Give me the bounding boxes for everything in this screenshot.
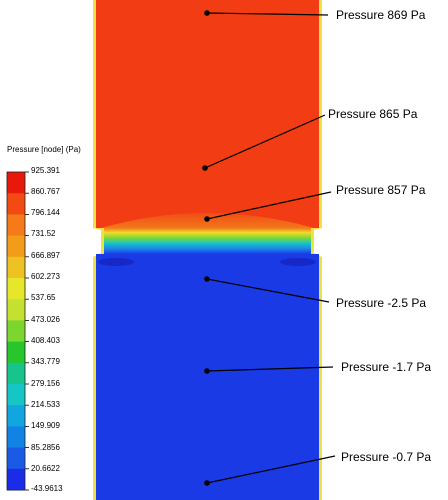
color-bar-swatch xyxy=(7,341,25,364)
tick-label: 473.026 xyxy=(31,315,60,324)
tick-label: 20.6622 xyxy=(31,464,60,473)
callout-label: Pressure 865 Pa xyxy=(328,107,418,121)
leader-line xyxy=(206,12,329,16)
color-bar xyxy=(6,171,29,491)
tick-label: 85.2856 xyxy=(31,443,60,452)
tick-label: 666.897 xyxy=(31,251,60,260)
probe-point xyxy=(204,276,210,282)
probe-point xyxy=(202,165,208,171)
color-bar-swatch xyxy=(7,426,25,449)
tick-label: 408.403 xyxy=(31,336,60,345)
tick-label: 602.273 xyxy=(31,272,60,281)
callout-label: Pressure -0.7 Pa xyxy=(341,450,432,464)
color-bar-swatch xyxy=(7,256,25,279)
color-bar-swatch xyxy=(7,384,25,406)
tick-label: 796.144 xyxy=(31,208,60,217)
color-bar-swatch xyxy=(7,320,25,343)
callout-leaders xyxy=(202,10,336,486)
tick-label: -43.9613 xyxy=(31,484,63,493)
probe-point xyxy=(204,10,210,16)
tick-label: 537.65 xyxy=(31,293,56,302)
leader-line xyxy=(206,455,336,484)
callout-label: Pressure -2.5 Pa xyxy=(336,296,427,310)
leader-line xyxy=(206,191,332,220)
tick-label: 343.779 xyxy=(31,357,60,366)
callout-label: Pressure 869 Pa xyxy=(336,8,426,22)
tick-label: 860.767 xyxy=(31,187,60,196)
probe-point xyxy=(204,480,210,486)
color-bar-swatch xyxy=(7,214,25,237)
color-bar-swatch xyxy=(7,299,25,321)
tick-label: 149.909 xyxy=(31,421,60,430)
upstream-high-pressure-region xyxy=(96,0,319,228)
callout-label: Pressure 857 Pa xyxy=(336,183,426,197)
recirculation-zone-left xyxy=(98,258,134,266)
tick-label: 731.52 xyxy=(31,229,56,238)
color-bar-swatch xyxy=(7,468,25,491)
color-bar-swatch xyxy=(7,447,25,470)
color-bar-swatch xyxy=(7,172,25,194)
tick-label: 214.533 xyxy=(31,400,60,409)
recirculation-zone-right xyxy=(280,258,316,266)
tick-label: 279.156 xyxy=(31,379,60,388)
color-bar-swatch xyxy=(7,405,25,427)
legend-title: Pressure [node] (Pa) xyxy=(7,145,81,154)
leader-line xyxy=(204,114,326,169)
color-bar-swatch xyxy=(7,278,25,300)
color-bar-swatch xyxy=(7,235,25,258)
color-bar-border xyxy=(6,171,26,491)
callout-label: Pressure -1.7 Pa xyxy=(341,360,432,374)
downstream-low-pressure-region xyxy=(96,254,319,500)
color-bar-swatch xyxy=(7,362,25,385)
probe-point xyxy=(204,216,210,222)
probe-point xyxy=(204,368,210,374)
leader-line xyxy=(206,366,334,372)
tick-label: 925.391 xyxy=(31,166,60,175)
color-bar-swatch xyxy=(7,193,25,215)
orifice-gradient-zone xyxy=(104,228,311,254)
leader-line xyxy=(206,278,330,303)
